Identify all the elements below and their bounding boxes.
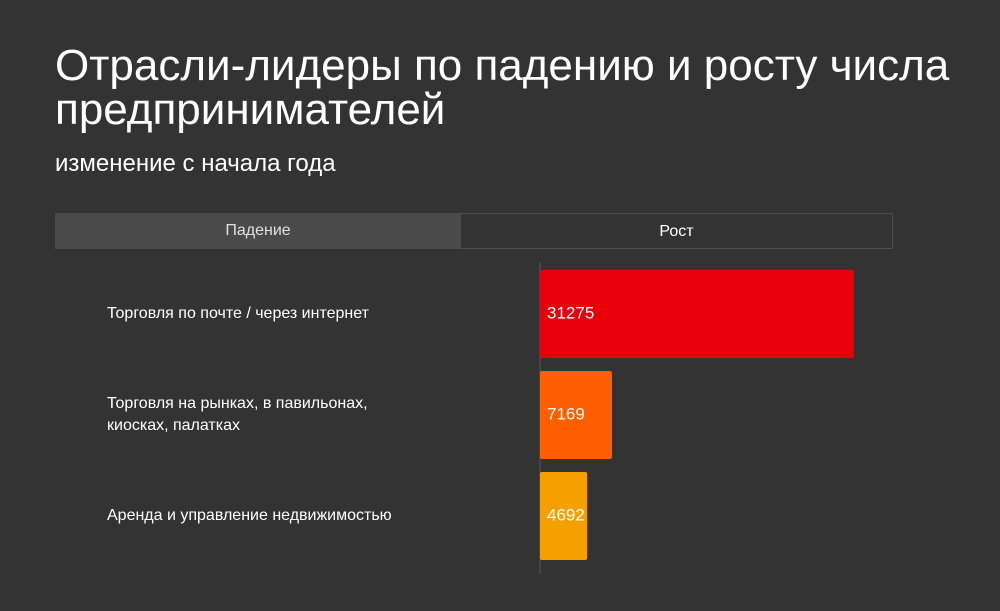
- bar[interactable]: [540, 371, 612, 459]
- tab-fall[interactable]: Падение: [55, 213, 461, 249]
- category-label: Торговля на рынках, в павильонах,: [107, 395, 368, 412]
- bar-value-label: 4692: [547, 505, 585, 524]
- category-label: Торговля по почте / через интернет: [107, 305, 370, 322]
- bar-value-label: 7169: [547, 404, 585, 423]
- bar[interactable]: [540, 472, 588, 560]
- tab-bar: Падение Рост: [55, 213, 893, 249]
- category-label: киосках, палатках: [107, 417, 240, 434]
- chart-subtitle: изменение с начала года: [55, 150, 336, 177]
- bar-value-label: 31275: [547, 303, 594, 322]
- chart-title: Отрасли-лидеры по падению и росту числа …: [55, 41, 950, 134]
- bar[interactable]: [540, 270, 854, 358]
- category-label: Аренда и управление недвижимостью: [107, 507, 392, 524]
- tab-growth[interactable]: Рост: [461, 213, 893, 249]
